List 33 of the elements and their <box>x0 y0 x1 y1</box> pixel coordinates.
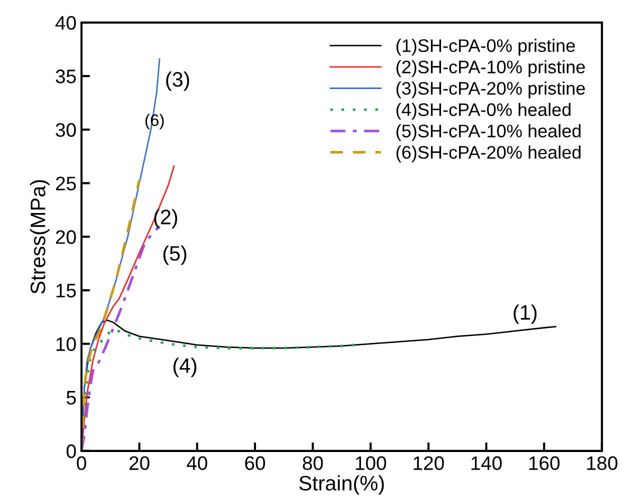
x-tick-label: 20 <box>130 456 150 470</box>
y-tick-label: 30 <box>56 123 76 137</box>
x-tick-label: 120 <box>414 456 444 470</box>
y-tick-label: 0 <box>66 444 76 458</box>
x-tick-label: 180 <box>587 456 618 470</box>
y-tick-label: 40 <box>55 16 76 30</box>
legend-label: (1)SH-cPA-0% pristine <box>396 38 575 56</box>
x-tick-label: 0 <box>76 456 86 470</box>
x-tick-label: 60 <box>245 456 266 470</box>
x-tick-label: 40 <box>186 456 208 470</box>
legend-label: (3)SH-cPA-20% pristine <box>396 81 585 98</box>
annotation: (4) <box>173 358 196 378</box>
y-tick-label: 35 <box>56 70 76 84</box>
x-tick-label: 140 <box>472 456 502 470</box>
legend-label: (2)SH-cPA-10% pristine <box>396 60 585 77</box>
annotation: (3) <box>166 71 190 91</box>
legend-label: (4)SH-cPA-0% healed <box>396 102 570 120</box>
y-tick-label: 5 <box>66 391 76 405</box>
y-tick-label: 15 <box>56 284 76 298</box>
line-series <box>82 178 141 451</box>
y-tick-label: 25 <box>56 176 76 190</box>
y-tick-label: 20 <box>56 230 76 244</box>
annotation: (5) <box>163 245 186 265</box>
y-axis-title: Stress(MPa) <box>30 180 50 294</box>
annotation: (2) <box>154 209 178 229</box>
x-tick-label: 80 <box>302 456 323 470</box>
legend-label: (6)SH-cPA-20% healed <box>396 146 581 162</box>
legend-label: (5)SH-cPA-10% healed <box>396 124 581 141</box>
x-tick-label: 100 <box>356 456 386 470</box>
x-tick-label: 160 <box>529 456 560 470</box>
y-tick-label: 10 <box>56 337 76 352</box>
x-axis-title: Strain(%) <box>299 475 384 495</box>
annotation: (1) <box>514 304 537 324</box>
